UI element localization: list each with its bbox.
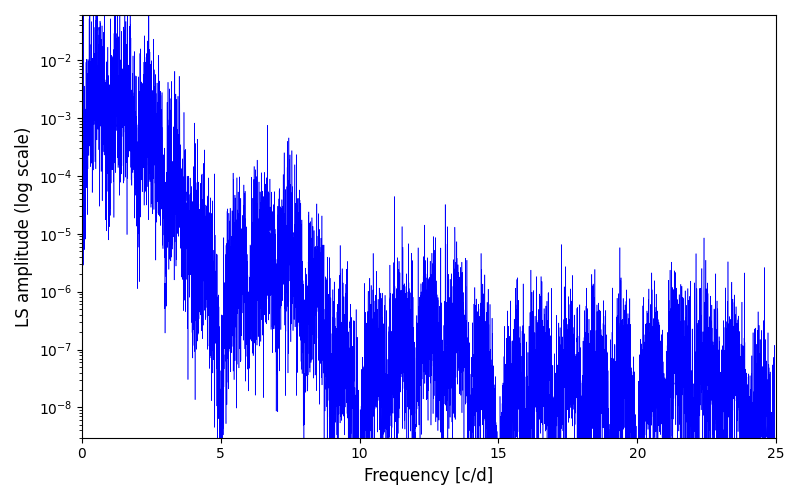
- X-axis label: Frequency [c/d]: Frequency [c/d]: [364, 467, 494, 485]
- Y-axis label: LS amplitude (log scale): LS amplitude (log scale): [15, 126, 33, 326]
